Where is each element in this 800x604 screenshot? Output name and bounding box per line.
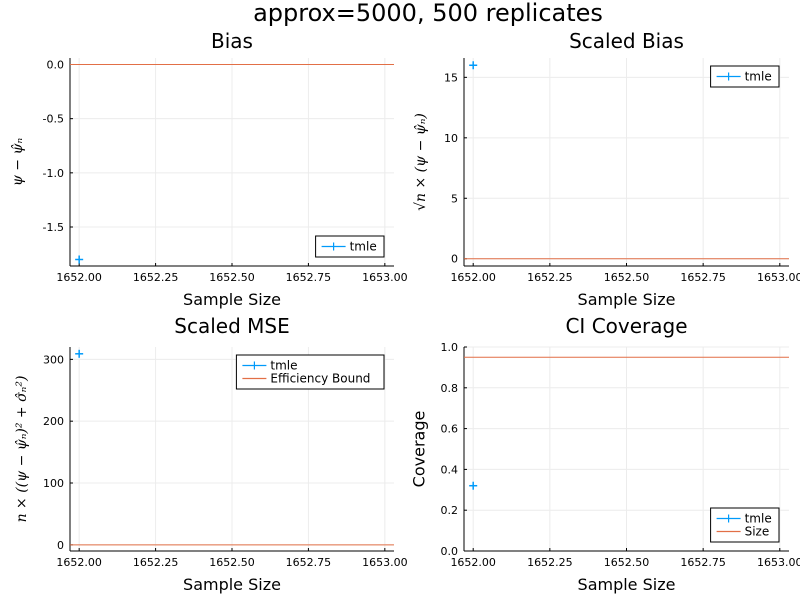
- y-tick-label: 0.0: [441, 545, 459, 558]
- x-tick-label: 1652.00: [56, 271, 102, 284]
- y-tick-label: 0.8: [441, 382, 459, 395]
- x-axis-label: Sample Size: [578, 575, 676, 594]
- legend: tmle: [316, 236, 384, 257]
- subplot-1: Bias 1652.00 1652.25 1652.50 1652.75 1653.00 0…: [10, 29, 408, 309]
- legend-label: Efficiency Bound: [270, 372, 370, 386]
- legend-label: tmle: [745, 70, 772, 84]
- x-tick-label: 1653.00: [362, 271, 408, 284]
- x-tick-label: 1652.25: [527, 556, 573, 569]
- y-tick-label: -0.5: [43, 113, 64, 126]
- x-tick-label: 1652.50: [209, 271, 255, 284]
- y-tick-label: 100: [43, 477, 64, 490]
- x-tick-label: 1652.75: [286, 271, 332, 284]
- y-tick-label: 0: [451, 253, 458, 266]
- y-tick-label: -1.0: [43, 167, 64, 180]
- y-tick-label: 10: [444, 132, 458, 145]
- legend: tmle: [711, 66, 779, 87]
- legend-label: Size: [745, 525, 770, 539]
- subplot-title: Scaled Bias: [569, 29, 684, 53]
- tmle-point: [469, 61, 477, 69]
- y-tick-label: 300: [43, 353, 64, 366]
- y-tick-label: 0.6: [441, 423, 459, 436]
- subplot-3: Scaled MSE 1652.00 1652.25 1652.50 1652.75 16…: [14, 314, 408, 594]
- tmle-point: [469, 482, 477, 490]
- x-tick-label: 1652.25: [133, 271, 179, 284]
- y-tick-label: 0.4: [441, 463, 459, 476]
- x-tick-label: 1652.75: [680, 556, 726, 569]
- subplot-title: CI Coverage: [565, 314, 687, 338]
- x-tick-label: 1652.75: [286, 556, 332, 569]
- y-tick-label: 0.0: [47, 59, 65, 72]
- x-tick-label: 1652.25: [133, 556, 179, 569]
- x-tick-label: 1653.00: [362, 556, 408, 569]
- legend-label: tmle: [350, 240, 377, 254]
- y-tick-label: 1.0: [441, 341, 459, 354]
- y-axis-label: n × ((ψ − ψ̂ₙ)² + σ̂ₙ²): [14, 376, 30, 523]
- subplot-panels: Bias 1652.00 1652.25 1652.50 1652.75 1653.00 0…: [10, 29, 800, 594]
- x-tick-label: 1652.75: [680, 271, 726, 284]
- legend-label: tmle: [745, 512, 772, 526]
- x-tick-label: 1652.00: [450, 271, 496, 284]
- x-tick-label: 1652.00: [56, 556, 102, 569]
- y-tick-label: -1.5: [43, 221, 64, 234]
- subplot-title: Scaled MSE: [174, 314, 289, 338]
- y-tick-label: 200: [43, 415, 64, 428]
- y-tick-label: 0.2: [441, 504, 459, 517]
- x-tick-label: 1652.50: [209, 556, 255, 569]
- y-axis-label: √n × (ψ − ψ̂ₙ): [413, 113, 429, 211]
- subplot-2: Scaled Bias 1652.00 1652.25 1652.50 1652.75 1…: [413, 29, 800, 309]
- tmle-point: [75, 256, 83, 264]
- x-axis-label: Sample Size: [183, 290, 281, 309]
- legend-label: tmle: [270, 359, 297, 373]
- y-tick-label: 0: [57, 539, 64, 552]
- y-axis-label: Coverage: [410, 411, 429, 488]
- y-tick-label: 15: [444, 71, 458, 84]
- y-axis-label: ψ − ψ̂ₙ: [10, 138, 26, 187]
- x-axis-label: Sample Size: [578, 290, 676, 309]
- x-tick-label: 1652.25: [527, 271, 573, 284]
- x-axis-label: Sample Size: [183, 575, 281, 594]
- y-tick-label: 5: [451, 192, 458, 205]
- x-tick-label: 1653.00: [757, 556, 800, 569]
- x-tick-label: 1652.50: [604, 556, 650, 569]
- x-tick-label: 1653.00: [757, 271, 800, 284]
- x-tick-label: 1652.50: [604, 271, 650, 284]
- tmle-point: [75, 350, 83, 358]
- subplot-title: Bias: [211, 29, 253, 53]
- figure-title: approx=5000, 500 replicates: [253, 0, 603, 27]
